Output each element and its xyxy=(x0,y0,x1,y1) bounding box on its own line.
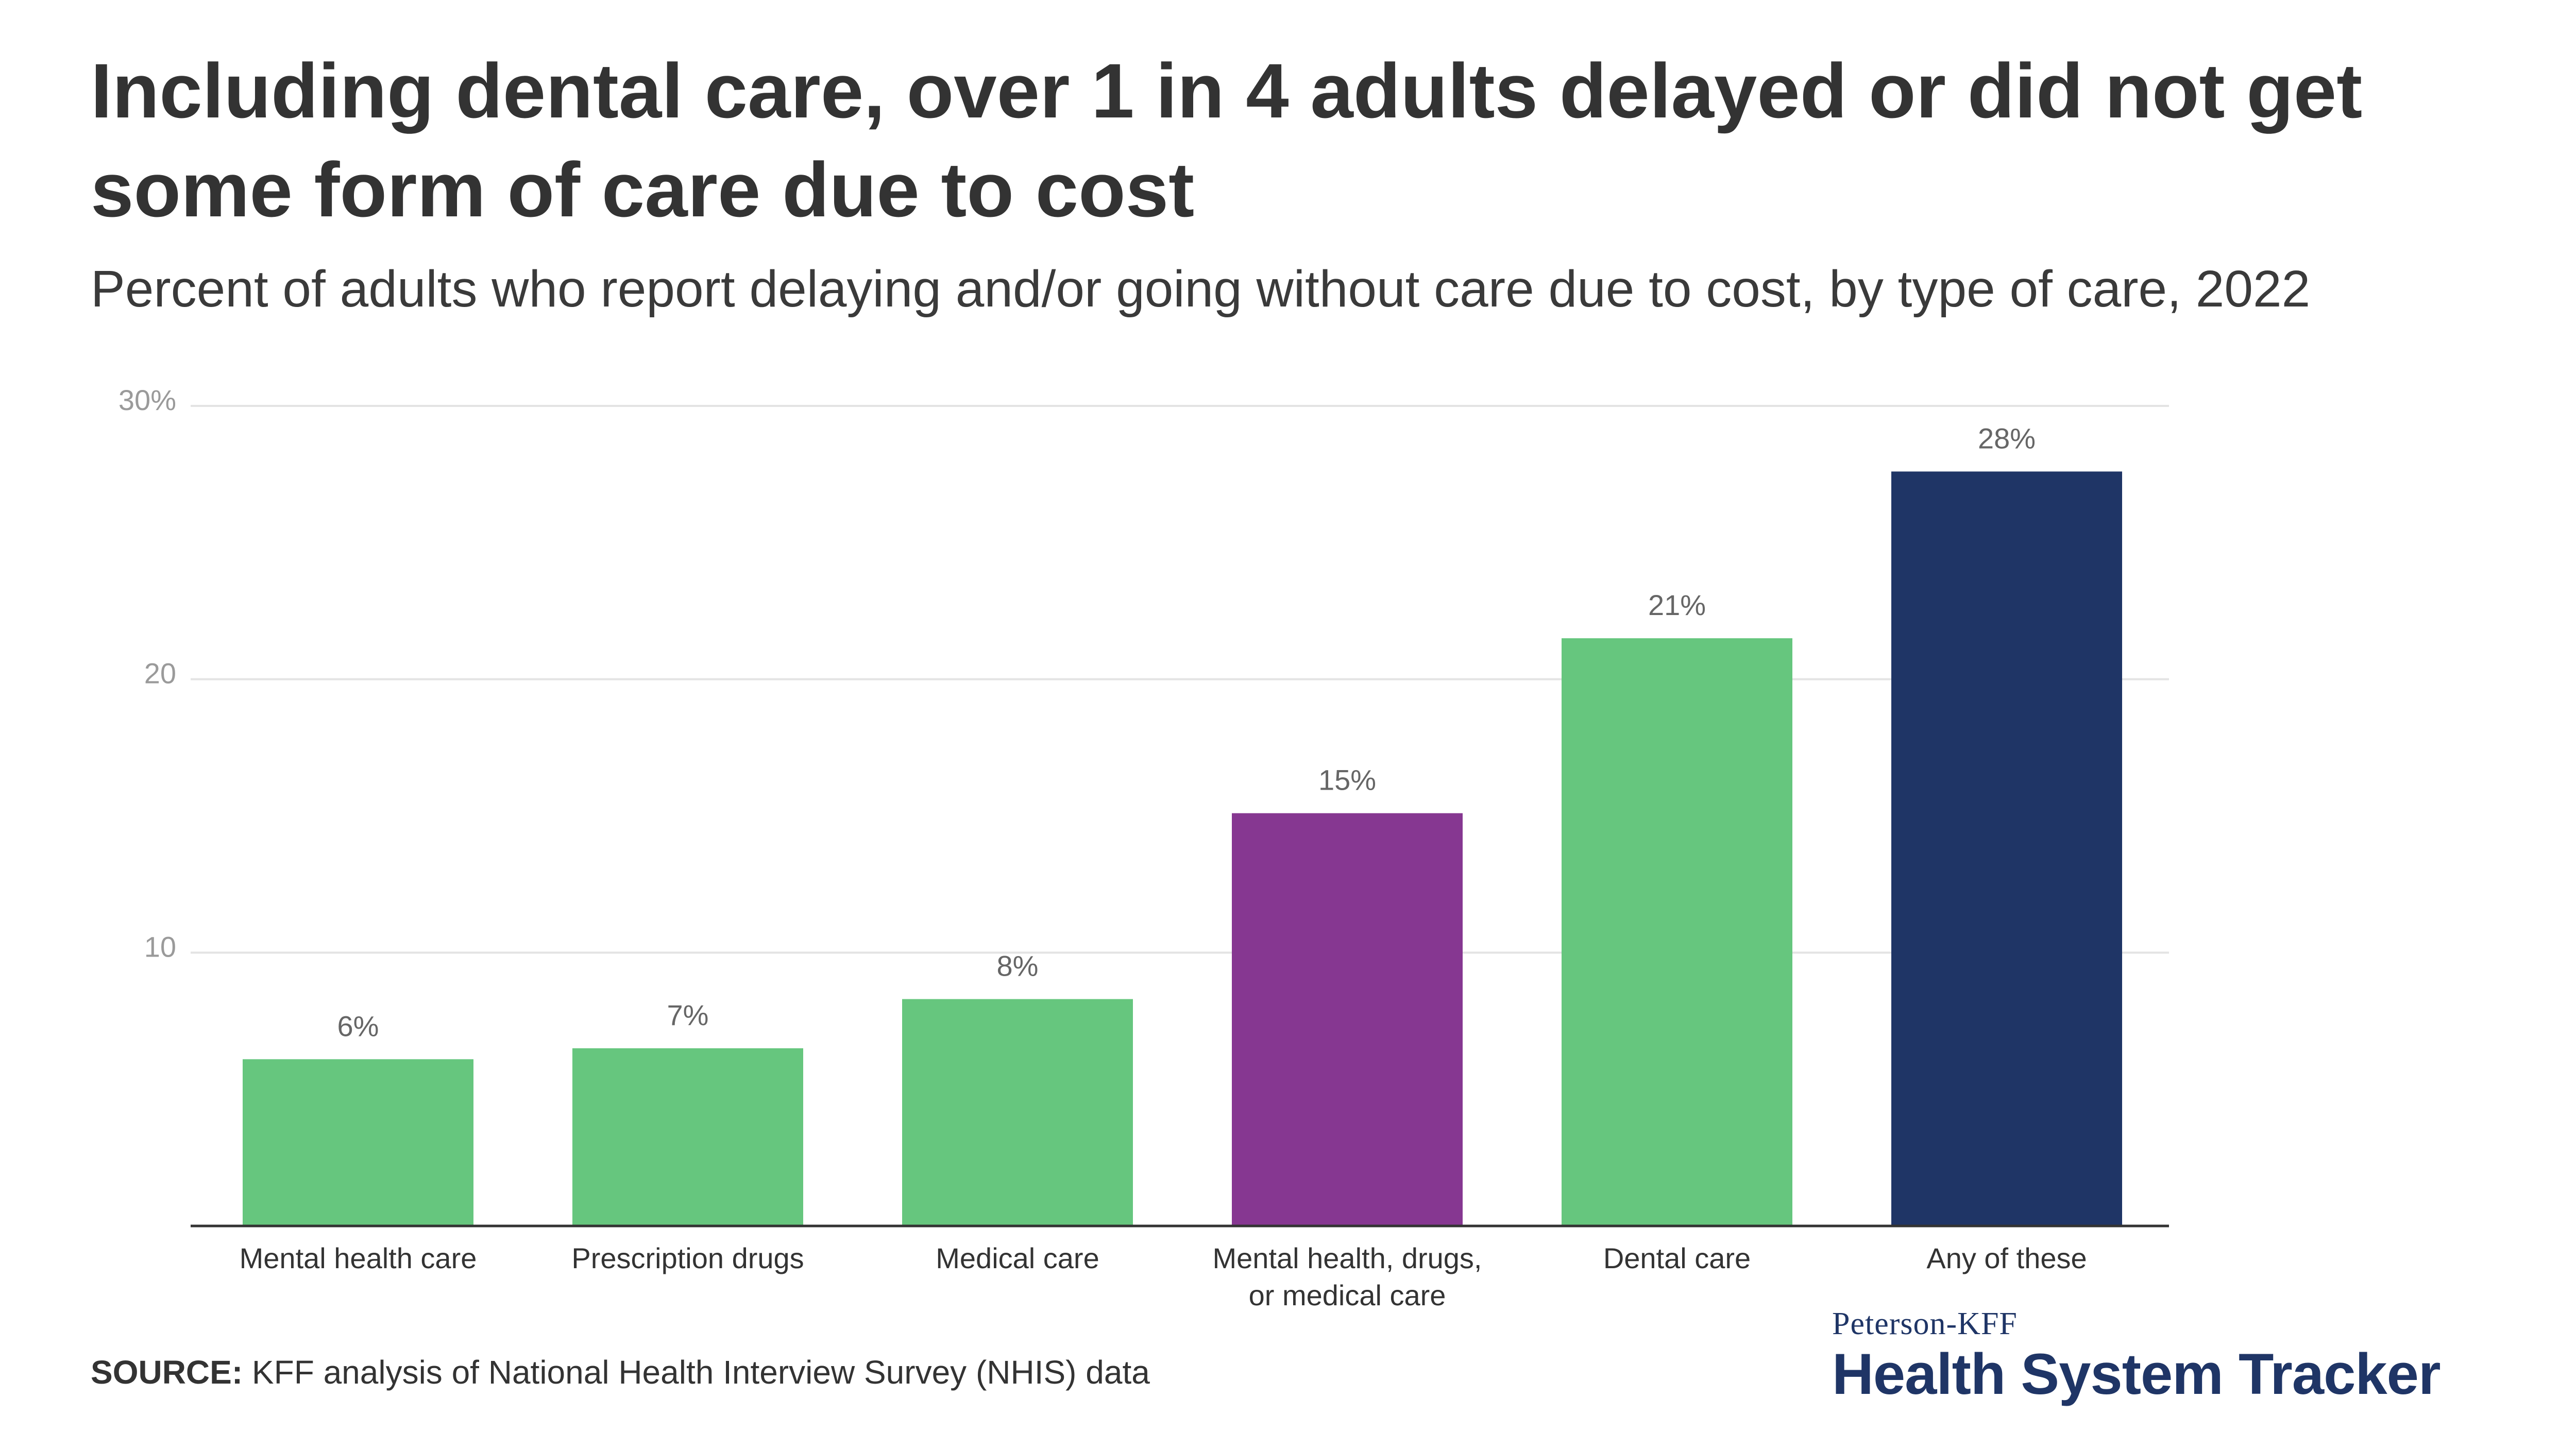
bar-value-label: 7% xyxy=(667,999,709,1031)
gridlines xyxy=(191,405,2169,954)
chart-title: Including dental care, over 1 in 4 adult… xyxy=(91,47,2363,233)
bar xyxy=(243,1059,473,1226)
bar xyxy=(1232,813,1463,1226)
y-tick-label: 20 xyxy=(144,657,176,690)
bar xyxy=(1891,471,2122,1226)
bar xyxy=(572,1048,803,1226)
labels: 10 20 30% 6% Mental health care 7% Prescriptio… xyxy=(118,384,2169,1311)
x-tick-label: Mental health, drugs, or medical care xyxy=(1213,1242,1482,1311)
bar xyxy=(902,999,1133,1226)
x-tick-label: Dental care xyxy=(1603,1242,1751,1274)
bar xyxy=(1562,638,1792,1226)
source-text: KFF analysis of National Health Intervie… xyxy=(251,1354,1150,1391)
brand-main-text: Health System Tracker xyxy=(1832,1342,2441,1406)
x-tick-label: Mental health care xyxy=(240,1242,477,1274)
bar-value-label: 6% xyxy=(337,1010,379,1042)
bar-value-label: 8% xyxy=(997,950,1039,982)
y-tick-label: 10 xyxy=(144,930,176,963)
bar-value-label: 15% xyxy=(1318,764,1376,796)
y-tick-label: 30% xyxy=(118,384,176,416)
bar-value-label: 21% xyxy=(1648,589,1706,621)
brand-logo: Peterson-KFF Health System Tracker xyxy=(1832,1306,2441,1407)
x-tick-label: Prescription drugs xyxy=(571,1242,804,1274)
bars xyxy=(243,471,2122,1226)
x-tick-label: Any of these xyxy=(1926,1242,2087,1274)
bar-value-label: 28% xyxy=(1978,422,2036,454)
source-label: SOURCE: xyxy=(91,1354,243,1391)
source-note: SOURCE: KFF analysis of National Health … xyxy=(91,1352,1150,1393)
x-tick-label: Medical care xyxy=(936,1242,1099,1274)
chart-subtitle: Percent of adults who report delaying an… xyxy=(91,260,2311,318)
brand-top-text: Peterson-KFF xyxy=(1832,1306,2018,1341)
